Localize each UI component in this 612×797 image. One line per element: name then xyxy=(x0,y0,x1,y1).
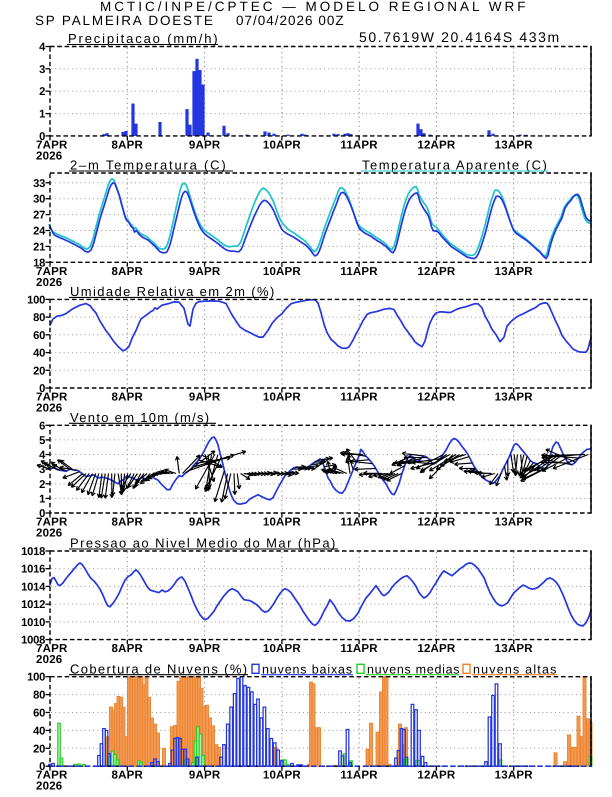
svg-text:12APR: 12APR xyxy=(417,139,456,151)
svg-text:3: 3 xyxy=(39,464,45,476)
svg-text:13APR: 13APR xyxy=(495,392,534,404)
svg-text:60: 60 xyxy=(33,708,45,720)
svg-text:2: 2 xyxy=(39,479,45,491)
svg-text:100: 100 xyxy=(27,672,45,684)
svg-text:1: 1 xyxy=(39,109,45,121)
svg-text:Pressao ao Nivel Medio do Mar: Pressao ao Nivel Medio do Mar (hPa) xyxy=(70,536,337,551)
svg-text:0: 0 xyxy=(39,131,45,143)
svg-text:13APR: 13APR xyxy=(495,517,534,529)
svg-text:80: 80 xyxy=(33,690,45,702)
svg-text:nuvens altas: nuvens altas xyxy=(473,662,558,676)
svg-text:3: 3 xyxy=(39,64,45,76)
svg-text:10APR: 10APR xyxy=(263,392,302,404)
svg-text:6: 6 xyxy=(39,420,45,432)
svg-text:8APR: 8APR xyxy=(112,643,144,655)
svg-text:8APR: 8APR xyxy=(112,266,144,278)
svg-text:24: 24 xyxy=(33,226,46,238)
svg-text:4: 4 xyxy=(39,42,46,54)
svg-text:8APR: 8APR xyxy=(112,770,144,782)
svg-text:11APR: 11APR xyxy=(340,517,378,529)
svg-text:8APR: 8APR xyxy=(112,392,144,404)
svg-text:27: 27 xyxy=(33,210,45,222)
svg-text:9APR: 9APR xyxy=(189,139,221,151)
svg-text:1018: 1018 xyxy=(21,546,45,558)
svg-text:2026: 2026 xyxy=(36,528,62,540)
svg-text:1014: 1014 xyxy=(21,581,46,593)
svg-text:11APR: 11APR xyxy=(340,266,378,278)
svg-text:12APR: 12APR xyxy=(417,392,456,404)
svg-text:nuvens baixas: nuvens baixas xyxy=(262,662,353,676)
svg-text:2026: 2026 xyxy=(36,277,62,289)
svg-text:9APR: 9APR xyxy=(189,266,221,278)
svg-text:100: 100 xyxy=(27,294,45,306)
svg-text:11APR: 11APR xyxy=(340,770,378,782)
svg-text:1010: 1010 xyxy=(21,617,45,629)
svg-text:7APR: 7APR xyxy=(36,392,68,404)
svg-text:Temperatura Aparente (C): Temperatura Aparente (C) xyxy=(362,158,548,173)
svg-text:12APR: 12APR xyxy=(417,517,456,529)
svg-text:2026: 2026 xyxy=(36,150,62,162)
svg-text:SP PALMEIRA DOESTE: SP PALMEIRA DOESTE xyxy=(35,13,215,28)
svg-text:30: 30 xyxy=(33,194,45,206)
svg-text:8APR: 8APR xyxy=(112,517,144,529)
svg-text:13APR: 13APR xyxy=(495,643,534,655)
svg-text:9APR: 9APR xyxy=(189,392,221,404)
svg-text:2: 2 xyxy=(39,86,45,98)
svg-text:13APR: 13APR xyxy=(495,770,534,782)
svg-text:Cobertura de Nuvens (%): Cobertura de Nuvens (%) xyxy=(70,661,248,676)
svg-text:1012: 1012 xyxy=(21,599,45,611)
svg-text:nuvens medias: nuvens medias xyxy=(367,662,460,676)
svg-text:0: 0 xyxy=(39,383,45,395)
svg-text:8APR: 8APR xyxy=(112,139,144,151)
svg-text:10APR: 10APR xyxy=(263,139,302,151)
svg-text:10APR: 10APR xyxy=(263,266,302,278)
svg-text:50.7619W 20.4164S 433m: 50.7619W 20.4164S 433m xyxy=(359,29,561,45)
svg-text:60: 60 xyxy=(33,330,45,342)
svg-text:7APR: 7APR xyxy=(36,266,68,278)
svg-text:13APR: 13APR xyxy=(495,266,534,278)
svg-text:Umidade Relativa em 2m (%): Umidade Relativa em 2m (%) xyxy=(70,284,276,299)
svg-text:12APR: 12APR xyxy=(417,643,456,655)
svg-text:2026: 2026 xyxy=(36,403,62,415)
svg-text:7APR: 7APR xyxy=(36,770,68,782)
svg-text:10APR: 10APR xyxy=(263,770,302,782)
svg-text:1008: 1008 xyxy=(21,635,45,647)
svg-text:9APR: 9APR xyxy=(189,643,221,655)
svg-text:13APR: 13APR xyxy=(495,139,534,151)
svg-text:12APR: 12APR xyxy=(417,266,456,278)
svg-text:11APR: 11APR xyxy=(340,139,378,151)
svg-text:7APR: 7APR xyxy=(36,643,68,655)
svg-text:2–m Temperatura (C): 2–m Temperatura (C) xyxy=(70,158,228,173)
svg-text:40: 40 xyxy=(33,725,45,737)
svg-text:80: 80 xyxy=(33,312,45,324)
svg-text:21: 21 xyxy=(33,241,45,253)
svg-text:07/04/2026 00Z: 07/04/2026 00Z xyxy=(236,13,345,28)
svg-text:0: 0 xyxy=(39,761,45,773)
svg-text:9APR: 9APR xyxy=(189,770,221,782)
svg-text:7APR: 7APR xyxy=(36,517,68,529)
svg-text:20: 20 xyxy=(33,743,45,755)
svg-text:10APR: 10APR xyxy=(263,517,302,529)
svg-text:33: 33 xyxy=(33,178,45,190)
svg-text:11APR: 11APR xyxy=(340,392,378,404)
svg-text:0: 0 xyxy=(39,508,45,520)
svg-text:7APR: 7APR xyxy=(36,139,68,151)
svg-text:4: 4 xyxy=(39,450,46,462)
svg-text:10APR: 10APR xyxy=(263,643,302,655)
svg-text:1: 1 xyxy=(39,493,45,505)
svg-text:9APR: 9APR xyxy=(189,517,221,529)
svg-text:Precipitacao (mm/h): Precipitacao (mm/h) xyxy=(68,31,219,46)
svg-text:12APR: 12APR xyxy=(417,770,456,782)
svg-text:5: 5 xyxy=(39,435,45,447)
svg-text:11APR: 11APR xyxy=(340,643,378,655)
svg-text:40: 40 xyxy=(33,348,45,360)
svg-text:MCTIC/INPE/CPTEC — MODELO REGI: MCTIC/INPE/CPTEC — MODELO REGIONAL WRF xyxy=(100,0,529,14)
svg-text:1016: 1016 xyxy=(21,564,45,576)
svg-text:Vento em 10m (m/s): Vento em 10m (m/s) xyxy=(70,410,210,425)
svg-text:18: 18 xyxy=(33,257,45,269)
svg-text:20: 20 xyxy=(33,365,45,377)
svg-text:2026: 2026 xyxy=(36,781,62,792)
svg-text:2026: 2026 xyxy=(36,654,62,666)
